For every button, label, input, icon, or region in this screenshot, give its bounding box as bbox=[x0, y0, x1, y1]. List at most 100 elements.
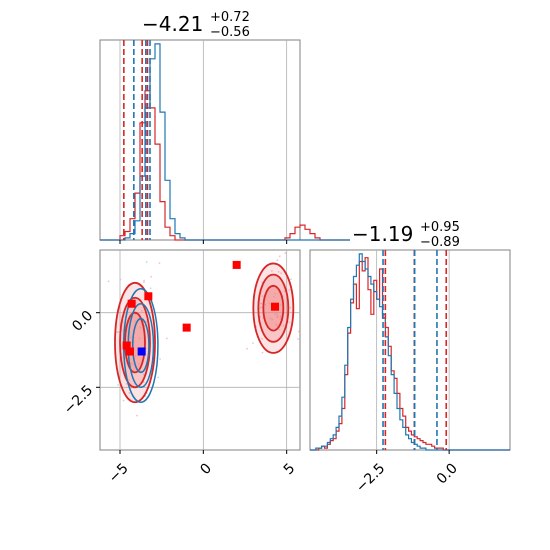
scatter-dot bbox=[274, 313, 277, 316]
hist-param0-quantiles bbox=[123, 40, 151, 240]
marker-red bbox=[144, 292, 153, 301]
scatter-dot bbox=[119, 278, 122, 281]
scatter-dot bbox=[165, 337, 168, 340]
scatter-dot bbox=[261, 295, 264, 298]
marker-red bbox=[182, 323, 191, 332]
scatter-dot bbox=[269, 317, 272, 320]
scatter-dot bbox=[276, 259, 279, 262]
scatter-dot bbox=[138, 337, 141, 340]
hist-param0-panel bbox=[99, 39, 350, 241]
scatter-dot bbox=[288, 289, 291, 291]
scatter-dot bbox=[117, 384, 119, 386]
scatter-dot bbox=[143, 281, 145, 283]
hist-param1-panel bbox=[309, 249, 511, 451]
scatter-dot bbox=[278, 328, 281, 331]
title-param0: −4.21 +0.72 −0.56 bbox=[142, 10, 250, 40]
scatter-dot bbox=[260, 306, 263, 309]
scatter-dot bbox=[128, 392, 131, 394]
hist-param0-grid bbox=[119, 40, 288, 240]
scatter-dot bbox=[122, 399, 125, 402]
hist-param1-series bbox=[310, 253, 510, 451]
marker-red bbox=[126, 347, 134, 356]
marker-red bbox=[127, 299, 136, 308]
scatter-dot bbox=[275, 323, 278, 326]
scatter-dot bbox=[117, 331, 120, 333]
scatter-dot bbox=[139, 326, 142, 329]
scatter-dot bbox=[276, 311, 279, 314]
title-param1-minus: −0.89 bbox=[420, 235, 460, 250]
hist-param0-blue-line bbox=[100, 43, 350, 241]
scatter-dot bbox=[264, 303, 267, 306]
scatter-dot bbox=[284, 252, 287, 255]
scatter-dot bbox=[149, 287, 152, 290]
x-tick-label: −5 bbox=[106, 460, 132, 486]
scatter-dot bbox=[125, 383, 128, 385]
scatter-dot bbox=[283, 290, 286, 293]
marker-red bbox=[122, 341, 131, 350]
scatter-dot bbox=[150, 275, 153, 278]
scatter-dot bbox=[246, 347, 248, 350]
scatter-dot bbox=[129, 336, 132, 339]
scatter-dot bbox=[260, 302, 262, 305]
y-tick-label: 0.0 bbox=[69, 308, 96, 335]
scatter-dot bbox=[116, 331, 118, 333]
scatter-dot bbox=[278, 255, 281, 258]
scatter-dot bbox=[289, 306, 292, 309]
scatter-dot bbox=[139, 370, 142, 372]
scatter-dot bbox=[140, 310, 143, 312]
x-tick-label: 0 bbox=[197, 460, 215, 478]
title-param1-plus: +0.95 bbox=[420, 220, 460, 235]
scatter-dot bbox=[273, 296, 275, 298]
scatter-dot bbox=[252, 342, 254, 344]
scatter-dot bbox=[261, 351, 264, 354]
x-tick-label: 0.0 bbox=[434, 460, 461, 487]
scatter-dot bbox=[276, 315, 279, 318]
scatter-dot bbox=[298, 330, 300, 333]
title-param1: −1.19 +0.95 −0.89 bbox=[352, 220, 460, 250]
marker-red bbox=[271, 302, 279, 311]
scatter-dot bbox=[288, 321, 291, 324]
scatter-dot bbox=[134, 354, 137, 357]
scatter-dot bbox=[107, 280, 110, 283]
scatter-dot bbox=[131, 363, 134, 366]
title-param0-value: −4.21 bbox=[142, 12, 203, 36]
hist-param0-frame bbox=[99, 39, 301, 241]
scatter-panel bbox=[99, 249, 301, 451]
scatter-dot bbox=[127, 379, 130, 381]
scatter-dot bbox=[157, 376, 160, 379]
scatter-dot bbox=[279, 315, 282, 318]
scatter-dot bbox=[143, 279, 145, 282]
scatter-dot bbox=[277, 271, 280, 273]
scatter-dot bbox=[279, 304, 282, 306]
scatter-dot bbox=[145, 320, 148, 323]
scatter-dot bbox=[136, 414, 138, 417]
title-param0-plus: +0.72 bbox=[210, 10, 250, 25]
scatter-dot bbox=[271, 270, 273, 272]
x-tick-label: 5 bbox=[281, 460, 299, 478]
scatter-dot bbox=[268, 302, 271, 305]
scatter-dot bbox=[159, 358, 162, 360]
scatter-dot bbox=[130, 362, 132, 364]
scatter-dot bbox=[282, 325, 285, 327]
contour-blue bbox=[131, 317, 150, 374]
title-param1-value: −1.19 bbox=[352, 222, 413, 246]
scatter-dot bbox=[280, 272, 283, 275]
scatter-dot bbox=[297, 338, 299, 340]
scatter-dot bbox=[276, 314, 279, 317]
scatter-dot bbox=[134, 320, 137, 323]
title-param0-minus: −0.56 bbox=[210, 25, 250, 40]
scatter-dot bbox=[290, 278, 292, 280]
x-tick-label: −2.5 bbox=[353, 460, 388, 495]
hist-param1-quantiles bbox=[382, 250, 448, 450]
scatter-dot bbox=[145, 261, 148, 263]
scatter-dot bbox=[276, 325, 279, 328]
marker-blue bbox=[137, 347, 146, 356]
hist-param0-series bbox=[100, 43, 350, 241]
scatter-dot bbox=[261, 338, 263, 340]
marker-red bbox=[232, 260, 241, 269]
y-tick-label: −2.5 bbox=[61, 382, 96, 417]
scatter-dot bbox=[138, 362, 140, 365]
hist-param1-blue-line bbox=[310, 253, 510, 451]
scatter-dot bbox=[271, 318, 274, 321]
